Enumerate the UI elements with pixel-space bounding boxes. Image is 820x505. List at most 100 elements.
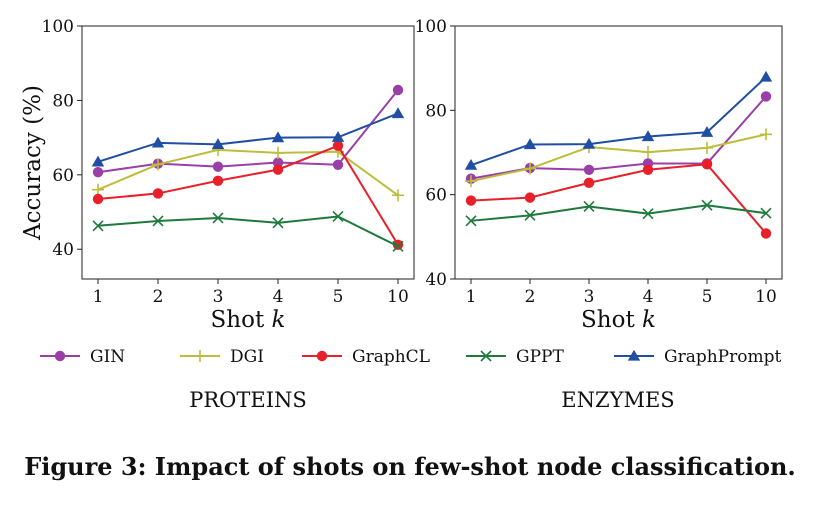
enzymes-chart: 40 60 80 100 1 2 3 4 5 10 Shot k ENZYMES	[415, 17, 783, 412]
proteins-x-axis-label: Shot k	[211, 307, 286, 333]
proteins-gppt-point	[392, 240, 404, 252]
enzymes-x-axis-label-var: k	[642, 307, 656, 333]
enzymes-x-axis-label: Shot k	[581, 307, 656, 333]
proteins-graphcl-point	[212, 175, 224, 186]
enzymes-graphcl-point	[524, 192, 536, 203]
enzymes-series-gin	[465, 91, 772, 184]
proteins-ytick-label: 80	[52, 91, 74, 111]
legend-label: GPPT	[516, 347, 564, 367]
enzymes-graphprompt-point	[641, 130, 655, 142]
enzymes-xtick-label: 3	[584, 287, 595, 307]
legend-label: GIN	[90, 347, 125, 367]
enzymes-ytick-label: 40	[425, 270, 447, 290]
legend-item-graphcl: GraphCL	[302, 347, 430, 367]
proteins-gppt-point	[212, 212, 224, 224]
legend-label: DGI	[230, 347, 264, 367]
enzymes-graphprompt-line	[470, 76, 767, 167]
proteins-chart: 40 60 80 100 1 2 3 4 5 10 Shot k Accuracy (%) PROTEI…	[20, 17, 415, 412]
enzymes-xtick-label: 2	[525, 287, 536, 307]
proteins-series-graphprompt	[91, 107, 405, 167]
legend-marker	[316, 350, 328, 362]
legend-label: GraphPrompt	[664, 347, 781, 367]
enzymes-gppt-point	[583, 200, 595, 213]
proteins-xtick-label: 5	[333, 287, 344, 307]
proteins-gin-point	[212, 161, 224, 172]
enzymes-xtick-label: 10	[755, 287, 777, 307]
proteins-graphprompt-point	[331, 131, 345, 142]
enzymes-ytick-label: 80	[425, 101, 447, 121]
enzymes-graphprompt-point	[700, 126, 714, 137]
enzymes-gppt-point	[642, 208, 654, 220]
legend-marker	[480, 350, 492, 362]
enzymes-gppt-point	[701, 199, 713, 211]
enzymes-series-graphprompt	[464, 70, 773, 170]
proteins-dgi-point	[272, 146, 284, 159]
proteins-plot-frame	[81, 25, 415, 280]
enzymes-dgi-point	[760, 128, 772, 141]
proteins-dgi-point	[152, 158, 164, 171]
proteins-graphcl-point	[392, 239, 404, 250]
proteins-graphcl-point	[92, 193, 104, 205]
enzymes-xtick-label: 5	[702, 287, 713, 307]
proteins-xtick-label: 4	[273, 287, 284, 307]
enzymes-dgi-point	[465, 175, 477, 188]
proteins-gppt-point	[92, 220, 104, 232]
proteins-xtick-label: 1	[93, 287, 104, 307]
legend-marker	[54, 350, 66, 362]
proteins-gppt-point	[332, 210, 344, 223]
enzymes-series-gppt	[465, 199, 772, 227]
proteins-gppt-point	[272, 217, 284, 229]
proteins-series-dgi	[92, 143, 404, 202]
proteins-xtick-label: 3	[213, 287, 224, 307]
enzymes-gin-line	[470, 95, 767, 180]
proteins-graphcl-point	[272, 164, 284, 175]
enzymes-gin-point	[583, 164, 595, 175]
proteins-y-axis-label: Accuracy (%)	[20, 85, 46, 241]
proteins-gppt-line	[97, 215, 399, 248]
proteins-series-gppt	[92, 210, 404, 252]
enzymes-graphcl-point	[465, 195, 477, 206]
enzymes-ytick-label: 100	[415, 17, 447, 37]
proteins-series-gin	[92, 84, 404, 178]
proteins-dgi-point	[392, 189, 404, 202]
proteins-dgi-line	[97, 148, 399, 197]
proteins-graphprompt-point	[151, 136, 165, 148]
legend: GIN DGI GraphCL GPPT GraphPrompt	[40, 347, 781, 367]
enzymes-graphprompt-point	[523, 138, 537, 150]
proteins-gin-point	[392, 84, 404, 96]
proteins-graphprompt-point	[91, 155, 105, 167]
proteins-graphprompt-point	[211, 138, 225, 149]
enzymes-dgi-point	[642, 146, 654, 159]
legend-marker	[194, 350, 206, 362]
enzymes-x-axis-label-text: Shot	[581, 307, 642, 333]
legend-label: GraphCL	[352, 347, 430, 367]
proteins-x-axis-label-text: Shot	[211, 307, 272, 333]
proteins-panel-title: PROTEINS	[189, 388, 307, 412]
enzymes-graphprompt-point	[582, 137, 596, 149]
proteins-graphprompt-point	[391, 107, 405, 119]
enzymes-gin-point	[760, 91, 772, 102]
proteins-dgi-point	[92, 183, 104, 196]
proteins-gin-point	[332, 159, 344, 170]
proteins-graphcl-line	[97, 144, 399, 246]
enzymes-gppt-point	[524, 209, 536, 221]
enzymes-series-graphcl	[465, 159, 772, 239]
figure-caption: Figure 3: Impact of shots on few-shot no…	[24, 452, 796, 481]
proteins-ytick-label: 40	[52, 240, 74, 260]
enzymes-graphprompt-point	[759, 70, 773, 82]
enzymes-dgi-point	[701, 141, 713, 154]
proteins-graphprompt-point	[271, 131, 285, 143]
proteins-x-axis-label-var: k	[272, 307, 286, 333]
enzymes-dgi-line	[470, 133, 767, 183]
legend-item-dgi: DGI	[180, 347, 264, 367]
enzymes-graphcl-line	[470, 163, 767, 235]
proteins-gin-point	[92, 167, 104, 178]
proteins-ytick-label: 100	[42, 17, 74, 37]
proteins-xtick-label: 2	[153, 287, 164, 307]
proteins-graphcl-point	[152, 188, 164, 199]
legend-marker	[627, 349, 641, 361]
enzymes-gppt-point	[760, 207, 772, 219]
legend-item-gppt: GPPT	[466, 347, 564, 367]
proteins-xtick-label: 10	[387, 287, 409, 307]
enzymes-graphcl-point	[701, 159, 713, 170]
